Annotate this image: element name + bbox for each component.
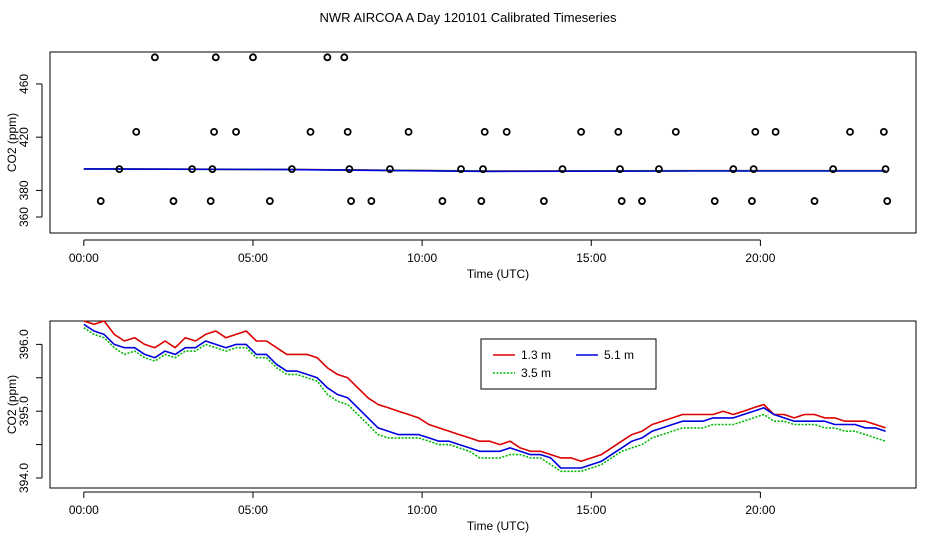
calibration-point — [287, 165, 296, 174]
x-tick-label: 10:00 — [407, 251, 437, 265]
calibration-point — [188, 165, 196, 174]
calibration-point — [343, 127, 352, 136]
y-tick-label: 380 — [17, 180, 31, 200]
calibration-point — [477, 197, 486, 205]
series-line-5-1-m — [83, 323, 886, 469]
calibration-point — [655, 165, 663, 174]
calibration-point — [614, 127, 623, 136]
calibration-point — [206, 197, 215, 205]
calibration-point — [479, 165, 487, 174]
calibration-point — [210, 127, 218, 136]
calibration-point — [846, 127, 854, 136]
y-tick-label: 460 — [17, 74, 31, 94]
y-tick-label: 420 — [17, 127, 31, 147]
calibration-point — [616, 165, 624, 174]
x-axis-label: Time (UTC) — [467, 267, 529, 281]
series-line-1-3-m — [83, 320, 886, 463]
x-tick-label: 15:00 — [576, 503, 606, 517]
calibration-point — [169, 197, 178, 205]
calibration-point — [502, 127, 511, 136]
calibration-point — [232, 127, 240, 136]
calibration-point — [323, 53, 332, 62]
y-tick-label: 360 — [17, 207, 31, 227]
calibration-point — [881, 165, 890, 174]
calibration-point — [404, 127, 413, 136]
x-tick-label: 05:00 — [238, 503, 268, 517]
y-tick-label: 394.0 — [17, 463, 31, 493]
y-tick-label: 396.0 — [17, 329, 31, 359]
calibration-point — [347, 197, 355, 205]
calibration-point — [457, 165, 465, 174]
calibration-point — [480, 127, 489, 136]
calibration-point — [386, 165, 394, 174]
x-tick-label: 20:00 — [745, 251, 775, 265]
calibration-point — [617, 197, 626, 205]
calibration-point — [265, 197, 274, 205]
calibration-point — [729, 165, 738, 174]
legend-box — [480, 338, 657, 390]
calibration-point — [340, 53, 349, 62]
calibration-point — [751, 127, 760, 136]
calibration-point — [345, 165, 354, 174]
plot-frame — [49, 320, 917, 489]
x-tick-label: 20:00 — [745, 503, 775, 517]
calibration-point — [558, 165, 567, 174]
calibration-point — [748, 197, 756, 205]
x-tick-label: 10:00 — [407, 503, 437, 517]
top-panel-timeseries: 00:00 05:00 10:00 15:00 20:00 Time (UTC) 360 38… — [5, 51, 917, 281]
calibration-point — [115, 165, 124, 174]
legend-label: 1.3 m — [521, 348, 551, 362]
calibration-point — [883, 197, 892, 205]
calibration-point — [150, 53, 159, 62]
x-tick-label: 15:00 — [576, 251, 606, 265]
bottom-panel-timeseries: 00:00 05:00 10:00 15:00 20:00 Time (UTC) 394.0… — [5, 320, 917, 533]
chart-title: NWR AIRCOA A Day 120101 Calibrated Times… — [320, 10, 617, 25]
calibration-point — [749, 165, 758, 174]
y-axis-label: CO2 (ppm) — [5, 375, 19, 434]
calibration-point — [771, 127, 780, 136]
calibration-point — [211, 53, 220, 62]
calibration-point — [539, 197, 548, 205]
x-tick-label: 00:00 — [69, 503, 99, 517]
calibration-point — [879, 127, 888, 136]
plot-frame — [49, 51, 917, 234]
calibration-point — [438, 197, 447, 205]
calibration-point — [132, 127, 141, 136]
calibration-point — [710, 197, 719, 205]
y-axis-label: CO2 (ppm) — [5, 113, 19, 172]
x-tick-label: 00:00 — [69, 251, 99, 265]
calibration-point — [306, 127, 315, 136]
legend-label: 3.5 m — [521, 366, 551, 380]
calibration-point — [810, 197, 819, 205]
y-tick-label: 395.0 — [17, 396, 31, 426]
calibration-point — [671, 127, 680, 136]
calibration-point — [577, 127, 586, 136]
x-tick-label: 05:00 — [238, 251, 268, 265]
calibration-point — [96, 197, 105, 205]
calibration-point — [367, 197, 376, 205]
calibration-point — [638, 197, 646, 205]
calibration-point — [829, 165, 838, 174]
x-axis-label: Time (UTC) — [467, 519, 529, 533]
calibration-point — [208, 165, 217, 174]
legend: 1.3 m 5.1 m 3.5 m — [480, 338, 657, 390]
calibration-point — [249, 53, 257, 62]
legend-label: 5.1 m — [604, 348, 634, 362]
series-line-3-5-m — [83, 327, 886, 473]
